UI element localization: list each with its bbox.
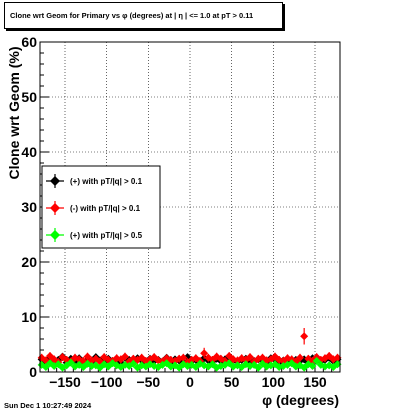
y-tick-label: 10 — [21, 309, 37, 325]
data-point — [66, 358, 75, 367]
plot-title-text: Clone wrt Geom for Primary vs φ (degrees… — [10, 11, 254, 20]
data-point — [300, 332, 309, 341]
y-axis: 0 10 20 30 40 50 60 — [21, 34, 49, 380]
data-point — [246, 353, 254, 362]
data-point — [121, 352, 129, 361]
data-point — [296, 353, 304, 362]
data-point — [41, 363, 50, 372]
legend-label: (-) with pT/|q| > 0.1 — [70, 204, 141, 213]
data-point — [308, 361, 317, 370]
legend-marker — [50, 203, 60, 213]
legend-label: (+) with pT/|q| > 0.5 — [70, 231, 143, 240]
plot-frame-outline — [39, 41, 341, 373]
plot-title: Clone wrt Geom for Primary vs φ (degrees… — [4, 2, 283, 29]
series-2 — [37, 357, 342, 372]
x-tick-label: 50 — [224, 374, 240, 390]
data-point — [254, 363, 263, 372]
data-point — [312, 357, 321, 365]
legend-marker — [50, 230, 60, 240]
data-point — [179, 353, 188, 362]
x-axis-label: φ (degrees) — [262, 392, 339, 408]
legend: (+) with pT/|q| > 0.1 (-) with pT/|q| > 0… — [41, 165, 161, 249]
y-axis-label: Clone wrt Geom (%) — [6, 46, 22, 179]
x-tick-label: −100 — [91, 374, 123, 390]
series-layer — [37, 328, 342, 372]
y-tick-label: 30 — [21, 199, 37, 215]
x-tick-label: −150 — [49, 374, 81, 390]
x-tick-label: 100 — [262, 374, 286, 390]
x-tick-label: −50 — [136, 374, 160, 390]
legend-box — [41, 165, 161, 249]
y-tick-label: 40 — [21, 144, 37, 160]
x-tick-label: 0 — [186, 374, 194, 390]
x-tick-label: 150 — [303, 374, 327, 390]
data-point — [200, 349, 209, 358]
data-point — [83, 352, 92, 361]
y-tick-label: 20 — [21, 254, 37, 270]
timestamp-footer: Sun Dec 1 10:27:49 2024 — [4, 401, 92, 410]
series-1 — [37, 328, 342, 367]
data-point — [129, 359, 138, 368]
y-tick-label: 0 — [29, 364, 37, 380]
legend-marker — [50, 176, 60, 186]
x-axis: −150 −100 −50 0 50 100 150 — [47, 363, 333, 390]
legend-label: (+) with pT/|q| > 0.1 — [70, 177, 143, 186]
y-tick-label: 50 — [21, 89, 37, 105]
y-tick-label: 60 — [21, 34, 37, 50]
